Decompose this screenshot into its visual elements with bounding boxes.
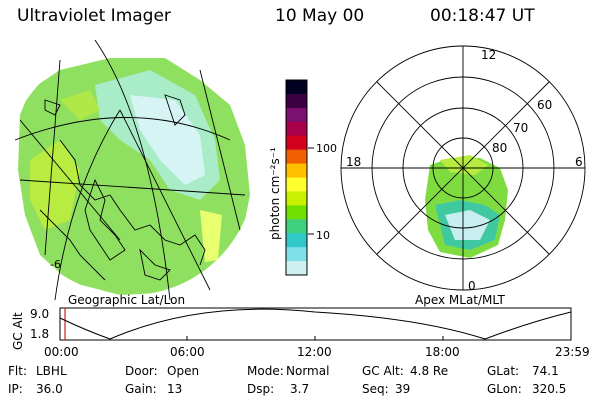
- observation-date: 10 May 00: [275, 6, 365, 26]
- footer-filter-value: LBHL: [36, 364, 67, 378]
- colorbar-segment: [286, 149, 307, 165]
- gc-alt-xtick: 12:00: [297, 345, 332, 359]
- colorbar-segment: [286, 219, 307, 234]
- colorbar-segment: [286, 121, 307, 137]
- colorbar-tick-10: 10: [316, 229, 330, 242]
- gc-alt-ylabel: GC Alt: [11, 312, 25, 350]
- colorbar-segment: [286, 177, 307, 192]
- footer-seq-value: 39: [395, 382, 411, 396]
- gc-alt-xtick: 18:00: [425, 345, 460, 359]
- right-panel-caption: Apex MLat/MLT: [415, 293, 505, 307]
- left-panel-caption: Geographic Lat/Lon: [68, 293, 185, 307]
- footer-gain-label: Gain:: [125, 382, 157, 396]
- colorbar-segment: [286, 205, 307, 220]
- colorbar-tick-100: 100: [316, 142, 337, 155]
- footer-door-value: Open: [167, 364, 200, 378]
- colorbar-segment: [286, 163, 307, 178]
- mlt-label-6: 6: [575, 155, 583, 169]
- gc-alt-xtick: 06:00: [170, 345, 205, 359]
- mlat-label-80: 80: [492, 141, 507, 155]
- instrument-title: Ultraviolet Imager: [17, 6, 171, 26]
- footer-mode-value: Normal: [286, 364, 330, 378]
- colorbar-segment: [286, 247, 307, 262]
- footer-gcalt-label: GC Alt:: [362, 364, 404, 378]
- gc-alt-ytick-high: 9.0: [30, 307, 49, 321]
- geographic-image-panel: [14, 39, 250, 301]
- colorbar-segment: [286, 233, 307, 248]
- colorbar: [285, 79, 308, 276]
- gc-alt-xtick: 00:00: [44, 345, 79, 359]
- mlt-label-0: 0: [468, 279, 476, 293]
- mlat-label-60: 60: [537, 98, 552, 112]
- footer-filter-label: Flt:: [8, 364, 27, 378]
- footer-glat-value: 74.1: [532, 364, 559, 378]
- footer-glon-value: 320.5: [532, 382, 567, 396]
- mlt-label-18: 18: [346, 155, 361, 169]
- left-grid-label: -6: [50, 258, 61, 271]
- gc-alt-xtick: 23:59: [555, 345, 590, 359]
- mlt-label-12: 12: [481, 48, 496, 62]
- footer-glon-label: GLon:: [487, 382, 522, 396]
- colorbar-segment: [286, 93, 307, 109]
- gc-alt-plot: [59, 307, 572, 341]
- colorbar-segment: [286, 80, 307, 95]
- colorbar-frame: [285, 79, 308, 276]
- colorbar-segment: [286, 191, 307, 206]
- footer-gcalt-value: 4.8 Re: [410, 364, 449, 378]
- footer-door-label: Door:: [125, 364, 158, 378]
- mlat-label-70: 70: [513, 121, 528, 135]
- footer-ip-value: 36.0: [36, 382, 63, 396]
- footer-glat-label: GLat:: [487, 364, 520, 378]
- colorbar-segment: [286, 261, 307, 276]
- colorbar-segment: [286, 135, 307, 151]
- footer-seq-label: Seq:: [362, 382, 389, 396]
- footer-dsp-value: 3.7: [290, 382, 310, 396]
- observation-time: 00:18:47 UT: [430, 6, 535, 26]
- footer-gain-value: 13: [167, 382, 183, 396]
- footer-mode-label: Mode:: [247, 364, 284, 378]
- colorbar-segment: [286, 107, 307, 123]
- colorbar-label: photon cm⁻²s⁻¹: [268, 147, 282, 240]
- polar-mlat-mlt-plot: [340, 45, 586, 291]
- footer-dsp-label: Dsp:: [247, 382, 275, 396]
- gc-alt-ytick-low: 1.8: [30, 327, 49, 341]
- footer-ip-label: IP:: [8, 382, 23, 396]
